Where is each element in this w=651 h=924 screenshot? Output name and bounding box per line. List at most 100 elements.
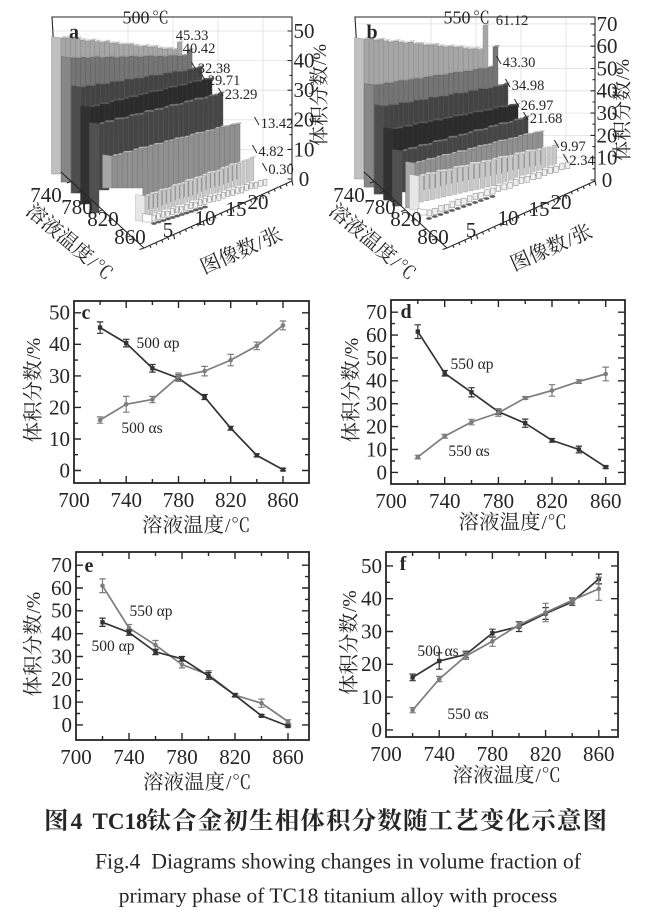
- svg-text:20: 20: [51, 667, 72, 691]
- svg-text:860: 860: [417, 225, 449, 249]
- svg-text:20: 20: [361, 652, 382, 676]
- svg-text:740: 740: [30, 183, 62, 207]
- svg-text:5: 5: [163, 218, 174, 242]
- svg-text:500 αs: 500 αs: [417, 643, 458, 660]
- svg-text:550 αs: 550 αs: [448, 443, 489, 460]
- svg-text:/%: /%: [24, 592, 45, 614]
- svg-text:/: /: [536, 766, 542, 787]
- svg-text:10: 10: [49, 427, 70, 451]
- svg-text:61.12: 61.12: [496, 13, 529, 29]
- svg-text:0: 0: [60, 458, 71, 482]
- svg-text:780: 780: [166, 745, 198, 769]
- svg-text:13.42: 13.42: [261, 116, 294, 132]
- svg-text:10: 10: [294, 137, 315, 161]
- svg-text:860: 860: [267, 488, 299, 512]
- svg-text:23.29: 23.29: [225, 87, 258, 103]
- svg-text:700: 700: [58, 488, 90, 512]
- svg-text:a: a: [69, 22, 79, 44]
- svg-text:740: 740: [429, 489, 461, 513]
- svg-text:20: 20: [551, 190, 572, 214]
- svg-text:740: 740: [110, 488, 142, 512]
- svg-text:10: 10: [597, 146, 618, 170]
- svg-text:0: 0: [299, 167, 310, 191]
- svg-text:15: 15: [226, 197, 247, 221]
- svg-text:10: 10: [366, 437, 387, 461]
- svg-text:30: 30: [597, 101, 618, 125]
- svg-text:0: 0: [377, 460, 388, 484]
- svg-text:e: e: [85, 555, 94, 577]
- svg-text:70: 70: [597, 12, 618, 36]
- svg-text:860: 860: [590, 489, 622, 513]
- svg-text:0: 0: [602, 168, 613, 192]
- svg-text:740: 740: [333, 183, 365, 207]
- svg-text:500 αs: 500 αs: [121, 420, 162, 437]
- svg-text:20: 20: [49, 395, 70, 419]
- svg-text:70: 70: [366, 300, 387, 324]
- svg-text:0: 0: [372, 718, 383, 742]
- svg-text:500 αp: 500 αp: [92, 638, 135, 655]
- svg-text:30: 30: [361, 619, 382, 643]
- svg-text:40: 40: [49, 332, 70, 356]
- svg-text:Fig.4 Diagrams showing change: Fig.4 Diagrams showing changes in volume…: [95, 850, 582, 874]
- svg-text:10: 10: [498, 206, 519, 230]
- svg-text:550 αp: 550 αp: [130, 603, 173, 620]
- svg-text:550 αp: 550 αp: [451, 356, 494, 373]
- svg-text:20: 20: [366, 415, 387, 439]
- svg-text:/: /: [226, 773, 232, 794]
- svg-text:4.82: 4.82: [258, 144, 283, 160]
- svg-text:29.71: 29.71: [208, 73, 241, 89]
- svg-text:550: 550: [444, 8, 471, 28]
- svg-text:780: 780: [163, 488, 195, 512]
- svg-text:40: 40: [51, 622, 72, 646]
- svg-text:TC18: TC18: [93, 809, 148, 834]
- svg-text:500: 500: [123, 8, 150, 28]
- svg-text:820: 820: [215, 488, 247, 512]
- svg-text:30: 30: [294, 78, 315, 102]
- svg-text:50: 50: [294, 19, 315, 43]
- svg-text:820: 820: [390, 207, 422, 231]
- svg-text:700: 700: [370, 742, 402, 766]
- svg-text:780: 780: [477, 742, 509, 766]
- svg-text:820: 820: [219, 745, 251, 769]
- svg-text:/%: /%: [24, 338, 45, 360]
- svg-text:820: 820: [87, 207, 119, 231]
- svg-text:740: 740: [423, 742, 455, 766]
- svg-text:700: 700: [60, 745, 92, 769]
- svg-text:d: d: [400, 301, 411, 323]
- svg-text:c: c: [82, 302, 91, 324]
- svg-text:60: 60: [597, 34, 618, 58]
- svg-text:/: /: [542, 513, 548, 534]
- svg-text:/%: /%: [342, 338, 363, 360]
- svg-text:43.30: 43.30: [503, 55, 536, 71]
- svg-text:820: 820: [530, 742, 562, 766]
- svg-text:70: 70: [51, 553, 72, 577]
- svg-text:500 αp: 500 αp: [137, 335, 180, 352]
- svg-text:34.98: 34.98: [512, 78, 545, 94]
- svg-text:860: 860: [272, 745, 304, 769]
- svg-text:40: 40: [597, 79, 618, 103]
- svg-text:2.34: 2.34: [569, 153, 595, 169]
- svg-text:10: 10: [361, 685, 382, 709]
- svg-text:700: 700: [375, 489, 407, 513]
- svg-text:0: 0: [62, 713, 73, 737]
- svg-text:30: 30: [49, 364, 70, 388]
- svg-text:30: 30: [366, 392, 387, 416]
- svg-text:40: 40: [366, 369, 387, 393]
- svg-text:/%: /%: [340, 590, 361, 612]
- svg-text:740: 740: [113, 745, 145, 769]
- svg-text:820: 820: [536, 489, 568, 513]
- svg-text:45.33: 45.33: [176, 28, 209, 44]
- svg-text:780: 780: [61, 195, 93, 219]
- svg-text:26.97: 26.97: [521, 98, 554, 114]
- svg-text:550 αs: 550 αs: [447, 706, 488, 723]
- svg-text:32.38: 32.38: [198, 61, 231, 77]
- svg-text:60: 60: [366, 323, 387, 347]
- svg-text:primary phase of TC18 titanium: primary phase of TC18 titanium alloy wit…: [119, 884, 557, 908]
- svg-text:50: 50: [361, 554, 382, 578]
- svg-text:860: 860: [114, 225, 146, 249]
- svg-text:40: 40: [361, 587, 382, 611]
- svg-text:21.68: 21.68: [530, 111, 563, 127]
- svg-text:20: 20: [597, 123, 618, 147]
- svg-text:4: 4: [71, 809, 83, 835]
- svg-text:b: b: [366, 22, 377, 44]
